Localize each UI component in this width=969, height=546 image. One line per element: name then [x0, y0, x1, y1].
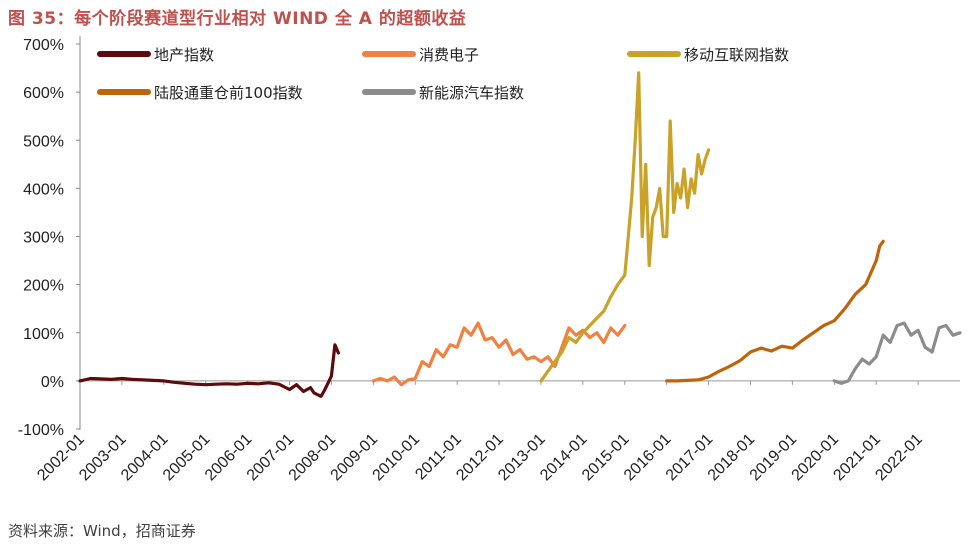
- legend-label: 移动互联网指数: [684, 46, 789, 64]
- y-tick-label: 400%: [23, 181, 64, 198]
- plot-area: [79, 36, 960, 430]
- x-axis-ticks: 2002-012003-012004-012005-012006-012007-…: [34, 380, 926, 485]
- y-tick-label: 600%: [23, 85, 64, 102]
- series-line-1: [78, 343, 340, 398]
- y-tick-label: 300%: [23, 230, 64, 247]
- y-tick-label: 100%: [23, 326, 64, 343]
- y-tick-label: 0%: [41, 374, 64, 391]
- legend-label: 地产指数: [154, 46, 214, 64]
- figure-title: 图 35：每个阶段赛道型行业相对 WIND 全 A 的超额收益: [8, 9, 467, 29]
- y-tick-label: 500%: [23, 133, 64, 150]
- legend-label: 陆股通重仓前100指数: [154, 84, 303, 102]
- source-note: 资料来源：Wind，招商证券: [8, 522, 196, 540]
- series-line-2: [371, 321, 627, 387]
- legend-label: 新能源汽车指数: [419, 84, 524, 102]
- x-tick-label: 2010-01: [370, 431, 424, 485]
- series-line-5: [832, 321, 962, 385]
- y-axis-ticks: -100% 0% 100% 200% 300% 400% 500% 600% 700%: [18, 37, 80, 439]
- y-tick-label: 700%: [23, 37, 64, 54]
- x-tick-label: 2022-01: [872, 431, 926, 485]
- series-lines: [78, 71, 962, 398]
- series-line-4: [665, 239, 885, 383]
- series-line-3: [539, 71, 711, 383]
- legend-label: 消费电子: [419, 46, 479, 64]
- y-tick-label: -100%: [18, 422, 64, 439]
- y-tick-label: 200%: [23, 278, 64, 295]
